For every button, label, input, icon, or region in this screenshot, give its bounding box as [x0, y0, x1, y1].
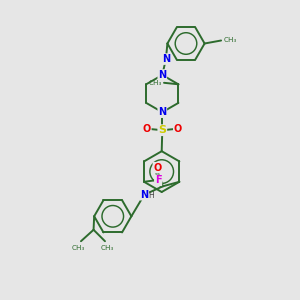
- Text: H: H: [148, 191, 154, 200]
- Text: N: N: [158, 107, 166, 117]
- Text: F: F: [155, 175, 161, 185]
- Text: O: O: [153, 163, 162, 173]
- Text: CH₃: CH₃: [72, 245, 85, 251]
- Text: N: N: [162, 54, 170, 64]
- Text: S: S: [158, 125, 166, 135]
- Text: CH₃: CH₃: [101, 245, 114, 251]
- Text: CH₃: CH₃: [224, 38, 237, 44]
- Text: O: O: [174, 124, 182, 134]
- Text: N: N: [140, 190, 148, 200]
- Text: O: O: [142, 124, 151, 134]
- Text: CH₃: CH₃: [148, 80, 162, 86]
- Text: N: N: [158, 70, 166, 80]
